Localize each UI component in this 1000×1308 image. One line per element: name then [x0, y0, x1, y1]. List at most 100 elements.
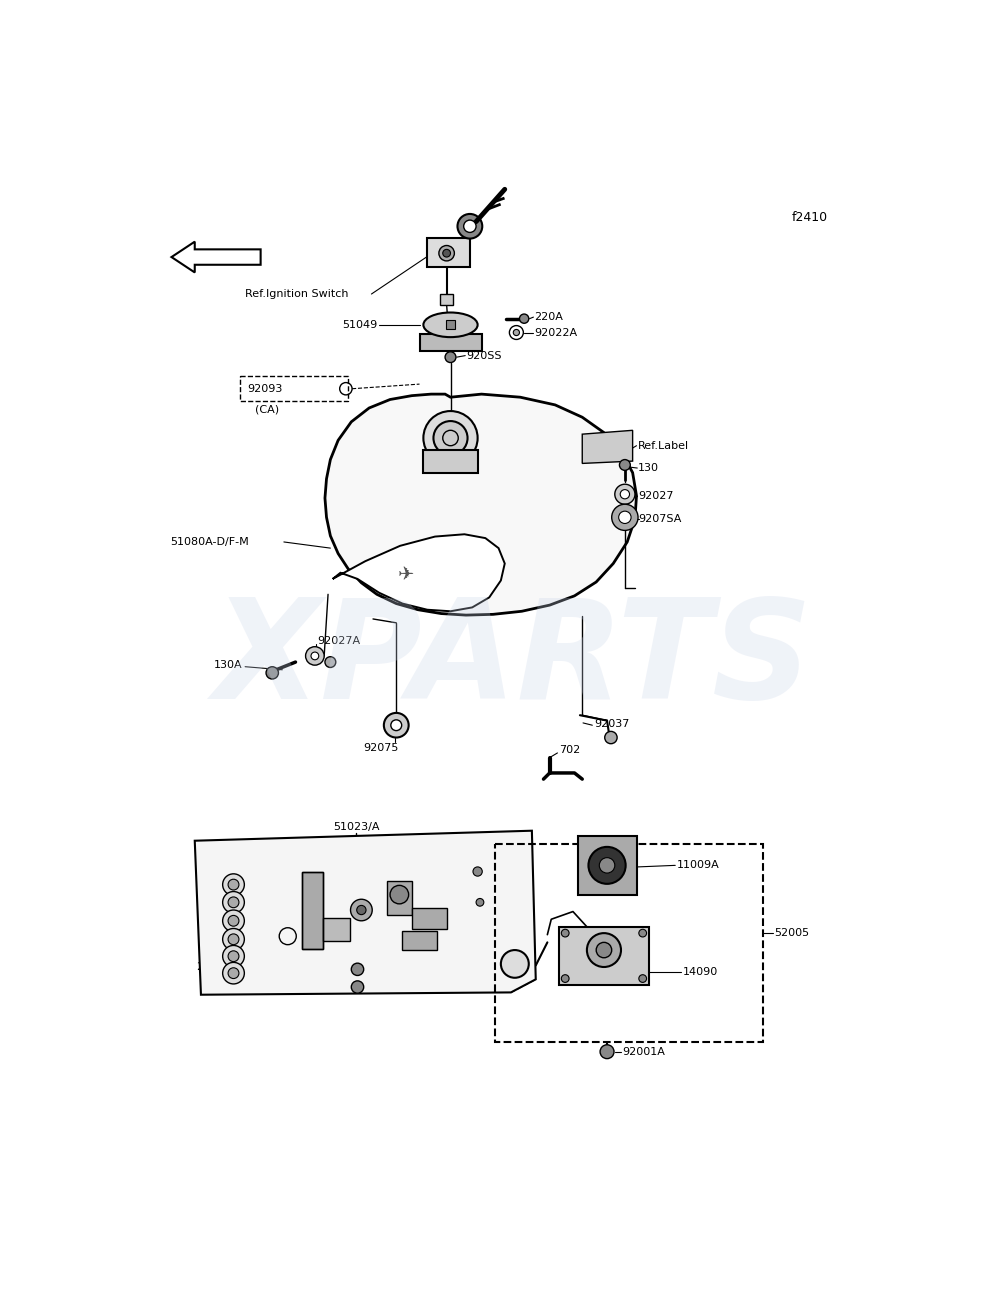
- Circle shape: [306, 646, 324, 666]
- Text: 92037: 92037: [594, 718, 629, 729]
- Text: 51049: 51049: [342, 320, 377, 330]
- Text: (CA): (CA): [255, 404, 279, 415]
- Circle shape: [513, 330, 519, 336]
- Text: 92081: 92081: [423, 951, 459, 961]
- Circle shape: [311, 653, 319, 659]
- Text: ✈: ✈: [397, 565, 414, 583]
- Circle shape: [391, 719, 402, 731]
- Text: f2410: f2410: [792, 211, 828, 224]
- Circle shape: [619, 459, 630, 471]
- Polygon shape: [172, 242, 261, 272]
- Circle shape: [561, 929, 569, 937]
- Circle shape: [223, 892, 244, 913]
- Text: 221: 221: [472, 854, 493, 865]
- Circle shape: [596, 942, 612, 957]
- Text: 16146: 16146: [426, 930, 461, 939]
- Circle shape: [443, 250, 450, 258]
- Bar: [427, 238, 470, 267]
- Ellipse shape: [423, 313, 478, 337]
- Circle shape: [439, 246, 454, 260]
- Circle shape: [600, 1045, 614, 1058]
- Text: 130A: 130A: [214, 661, 243, 670]
- Circle shape: [587, 933, 621, 967]
- Bar: [302, 871, 323, 948]
- Text: 92027A: 92027A: [317, 636, 360, 646]
- Circle shape: [501, 950, 529, 978]
- Circle shape: [228, 968, 239, 978]
- Circle shape: [639, 929, 647, 937]
- Bar: [495, 844, 763, 1042]
- Text: 702: 702: [559, 744, 580, 755]
- Text: 92022: 92022: [371, 964, 407, 974]
- Text: 220: 220: [196, 961, 218, 972]
- Circle shape: [228, 879, 239, 889]
- Text: FRONT: FRONT: [194, 252, 237, 262]
- Text: 670: 670: [369, 899, 390, 909]
- Bar: [412, 908, 447, 929]
- Text: 130: 130: [638, 463, 659, 473]
- Text: 14090: 14090: [683, 967, 718, 977]
- Text: 92093: 92093: [247, 383, 283, 394]
- Bar: [578, 836, 637, 895]
- Text: XPARTS: XPARTS: [213, 593, 812, 729]
- Text: 52005: 52005: [774, 929, 810, 938]
- Text: Ref.Ignition Switch: Ref.Ignition Switch: [245, 289, 349, 300]
- Circle shape: [599, 858, 615, 872]
- Text: 92001: 92001: [371, 984, 407, 994]
- Text: Ref.Label: Ref.Label: [638, 441, 689, 451]
- Circle shape: [390, 886, 409, 904]
- Text: 92027: 92027: [638, 490, 674, 501]
- Text: 11009A: 11009A: [677, 861, 720, 870]
- Bar: [446, 320, 455, 330]
- Circle shape: [266, 667, 278, 679]
- Circle shape: [223, 874, 244, 896]
- Bar: [240, 377, 348, 402]
- Bar: [559, 927, 649, 985]
- Text: 43028: 43028: [404, 859, 439, 869]
- Text: 92075: 92075: [364, 743, 399, 753]
- Circle shape: [561, 974, 569, 982]
- Text: 920SS: 920SS: [466, 351, 502, 361]
- Polygon shape: [325, 394, 637, 615]
- Text: 92055A: 92055A: [258, 923, 301, 934]
- Circle shape: [325, 657, 336, 667]
- Circle shape: [351, 899, 372, 921]
- Circle shape: [357, 905, 366, 914]
- Circle shape: [639, 974, 647, 982]
- Circle shape: [519, 314, 529, 323]
- Bar: [302, 871, 323, 948]
- Circle shape: [445, 352, 456, 362]
- Bar: [323, 918, 350, 940]
- Bar: [423, 450, 478, 472]
- Circle shape: [351, 963, 364, 976]
- Circle shape: [620, 489, 630, 498]
- Circle shape: [223, 929, 244, 950]
- Circle shape: [223, 910, 244, 931]
- Circle shape: [228, 951, 239, 961]
- Text: 51080A-D/F-M: 51080A-D/F-M: [170, 538, 249, 547]
- Text: 92001A: 92001A: [623, 1046, 665, 1057]
- Text: 9207SA: 9207SA: [638, 514, 681, 525]
- Text: 11009: 11009: [297, 905, 332, 916]
- Circle shape: [476, 899, 484, 906]
- Text: 92022A: 92022A: [534, 327, 577, 337]
- Text: 220A: 220A: [534, 313, 563, 322]
- Polygon shape: [333, 534, 505, 611]
- Circle shape: [605, 731, 617, 744]
- Circle shape: [464, 220, 476, 233]
- Circle shape: [423, 411, 478, 464]
- Circle shape: [473, 867, 482, 876]
- Text: 51023/A: 51023/A: [333, 821, 379, 832]
- Circle shape: [615, 484, 635, 504]
- Circle shape: [228, 934, 239, 944]
- Circle shape: [223, 963, 244, 984]
- Circle shape: [228, 897, 239, 908]
- Circle shape: [228, 916, 239, 926]
- Bar: [420, 334, 482, 351]
- Text: 51039: 51039: [276, 859, 311, 869]
- Circle shape: [223, 946, 244, 967]
- Circle shape: [433, 421, 468, 455]
- Circle shape: [588, 846, 626, 884]
- Polygon shape: [195, 831, 536, 994]
- Circle shape: [619, 511, 631, 523]
